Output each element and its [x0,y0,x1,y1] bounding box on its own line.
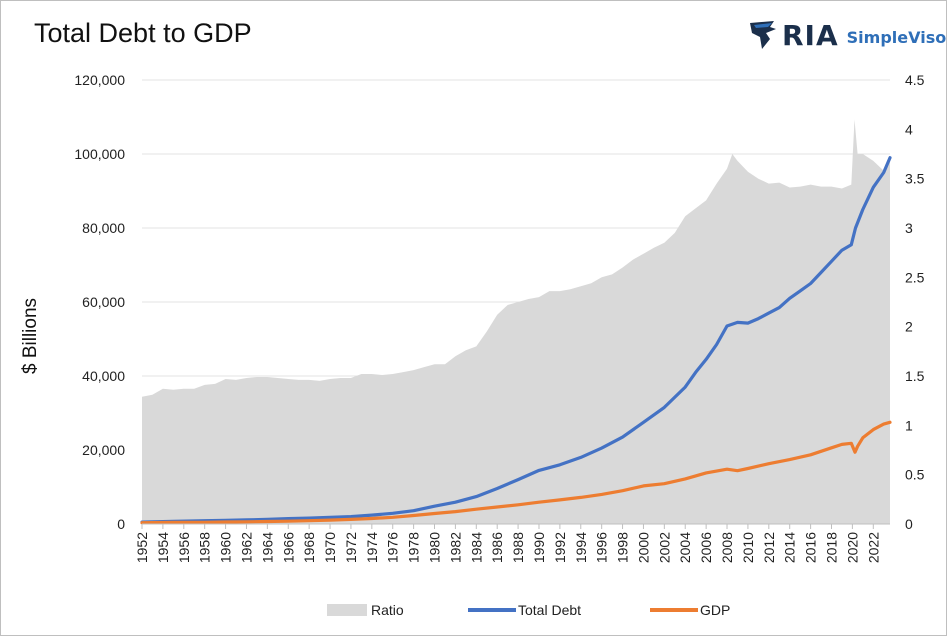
y-tick-right-label: 0.5 [905,467,925,483]
logo-ria-text: RIA [782,18,839,52]
x-tick-label: 2018 [823,532,839,563]
x-tick-label: 1990 [531,532,547,563]
x-tick-label: 1984 [468,532,484,563]
brand-logo: RIA SimpleVisor [748,17,947,53]
x-tick-label: 2022 [865,532,881,563]
legend-swatch-ratio [327,604,367,616]
x-tick-label: 1958 [197,532,213,563]
x-axis-ticks: 1952 1954 1956 1958 1960 1962 1964 1966 1968 1970… [134,524,881,563]
x-tick-label: 1992 [552,532,568,563]
x-tick-label: 2000 [635,532,651,563]
y-tick-left-label: 20,000 [82,442,125,458]
x-tick-label: 1986 [489,532,505,563]
legend-label-gdp: GDP [700,602,730,618]
series-line-gdp [140,420,892,525]
y-tick-left-label: 100,000 [74,146,125,162]
y-tick-right-label: 4.5 [905,72,925,88]
series-area-ratio [142,119,890,524]
y-axis-left-ticks: 120,000 100,000 80,000 60,000 40,000 20,000 0 [74,72,125,532]
x-tick-label: 2010 [740,532,756,563]
eagle-logo-icon [750,21,776,49]
y-tick-right-label: 3.5 [905,171,925,187]
x-tick-label: 1954 [155,532,171,563]
x-tick-label: 1966 [280,532,296,563]
y-tick-left-label: 0 [117,516,125,532]
x-tick-label: 2014 [782,532,798,563]
x-tick-label: 2006 [698,532,714,563]
ratio-area-layer [142,119,890,524]
legend-label-total-debt: Total Debt [518,602,581,618]
x-tick-label: 2020 [844,532,860,563]
x-tick-label: 1994 [573,532,589,563]
logo-simplevisor-text: SimpleVisor [846,27,947,47]
y-tick-left-label: 80,000 [82,220,125,236]
y-tick-right-label: 1.5 [905,368,925,384]
y-tick-right-label: 3 [905,220,913,236]
legend: Ratio Total Debt GDP [327,602,730,618]
y-tick-right-label: 4 [905,121,913,137]
x-tick-label: 2012 [761,532,777,563]
x-tick-label: 1956 [176,532,192,563]
x-tick-label: 1972 [343,532,359,563]
y-tick-right-label: 2 [905,319,913,335]
y-tick-right-label: 1 [905,417,913,433]
y-tick-right-label: 2.5 [905,269,925,285]
x-tick-label: 1978 [406,532,422,563]
x-tick-label: 1982 [447,532,463,563]
y-tick-left-label: 120,000 [74,72,125,88]
chart-title: Total Debt to GDP [34,18,252,48]
y-axis-label: $ Billions [20,298,41,374]
y-tick-left-label: 40,000 [82,368,125,384]
x-tick-label: 1952 [134,532,150,563]
x-tick-label: 1970 [322,532,338,563]
x-tick-label: 1998 [615,532,631,563]
x-tick-label: 1964 [259,532,275,563]
x-tick-label: 1962 [238,532,254,563]
x-tick-label: 2002 [656,532,672,563]
legend-label-ratio: Ratio [371,602,404,618]
x-tick-label: 1968 [301,532,317,563]
x-tick-label: 2008 [719,532,735,563]
x-tick-label: 1976 [385,532,401,563]
x-tick-label: 1960 [218,532,234,563]
x-tick-label: 2004 [677,532,693,563]
x-tick-label: 1974 [364,532,380,563]
series-line-total-debt [140,156,892,524]
y-tick-right-label: 0 [905,516,913,532]
y-tick-left-label: 60,000 [82,294,125,310]
x-tick-label: 2016 [803,532,819,563]
x-tick-label: 1988 [510,532,526,563]
lines-layer [140,156,892,525]
y-axis-right-ticks: 4.5 4 3.5 3 2.5 2 1.5 1 0.5 0 [905,72,925,532]
x-tick-label: 1996 [594,532,610,563]
x-tick-label: 1980 [427,532,443,563]
